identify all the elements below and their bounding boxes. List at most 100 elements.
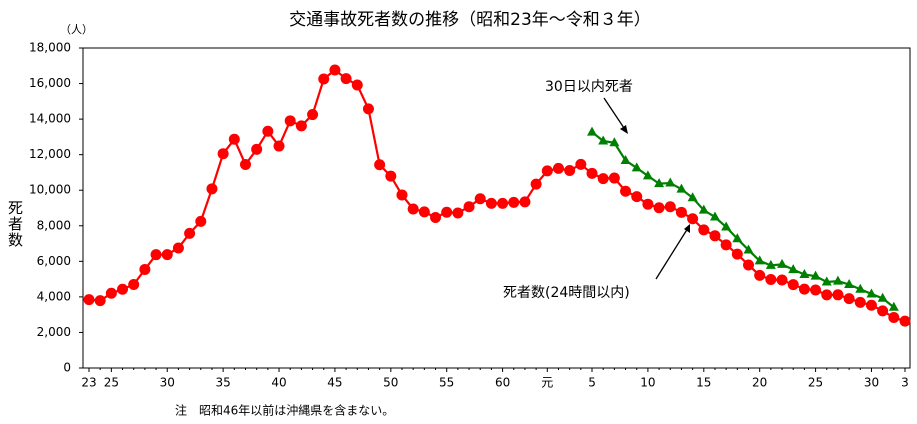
data-point [899,315,911,327]
data-point [787,279,799,291]
data-point [474,193,486,205]
data-point [888,312,900,324]
data-point [284,115,296,127]
data-point [620,185,632,197]
data-point [217,148,229,160]
chart-title: 交通事故死者数の推移（昭和23年～令和３年） [289,10,651,30]
data-point [239,159,251,171]
series-line [591,131,895,309]
data-point [150,249,162,261]
data-point [541,165,553,177]
data-point [810,284,822,296]
y-tick-label: 8,000 [37,218,71,232]
x-tick-label: 35 [215,376,230,390]
data-point [743,244,754,254]
data-point [105,287,117,299]
data-point [788,264,799,274]
data-point [731,248,743,260]
annotation-arrowhead [684,224,690,233]
data-point [855,283,866,293]
data-point [128,279,140,291]
x-tick-label: 50 [383,376,398,390]
y-tick-label: 4,000 [37,289,71,303]
data-point [631,191,643,203]
data-point [709,211,720,221]
data-point [228,133,240,145]
data-point [843,293,855,305]
data-point [754,269,766,281]
data-point [698,204,709,214]
data-point [329,64,341,76]
data-point [709,230,721,242]
data-point [776,274,788,286]
data-point [262,125,274,137]
data-point [83,294,95,306]
data-point [418,206,430,218]
data-point [362,103,374,115]
y-tick-label: 6,000 [37,254,71,268]
x-tick-label: 15 [696,376,711,390]
data-point [653,202,665,214]
y-tick-label: 16,000 [29,76,71,90]
data-point [821,289,833,301]
x-tick-label: 10 [640,376,655,390]
x-tick-label: 25 [104,376,119,390]
data-point [799,268,810,278]
data-point [351,79,363,91]
data-point [564,165,576,177]
data-point [441,206,453,218]
y-tick-label: 2,000 [37,325,71,339]
data-point [273,140,285,152]
data-point [94,295,106,307]
plot-frame [82,47,911,369]
data-point [642,170,653,180]
x-tick-label: 20 [752,376,767,390]
y-tick-label: 10,000 [29,183,71,197]
data-point [844,278,855,288]
data-point [810,270,821,280]
x-tick-label: 60 [495,376,510,390]
data-point [676,183,687,193]
data-point [463,201,475,213]
data-point [765,259,776,269]
data-point [698,224,710,236]
data-point [608,172,620,184]
x-tick-label: 元 [541,376,553,390]
data-point [732,233,743,243]
data-point [340,73,352,85]
data-point [687,192,698,202]
y-tick-label: 0 [63,361,71,375]
data-point [552,162,564,174]
annotation-arrowhead [620,125,628,134]
data-point [721,221,732,231]
data-point [832,275,843,285]
data-point [877,292,888,302]
data-point [687,213,699,225]
data-point [172,242,184,254]
data-point [307,109,319,121]
data-point [575,158,587,170]
data-point [508,196,520,208]
data-point [295,120,307,132]
y-tick-label: 12,000 [29,147,71,161]
data-point [117,283,129,295]
data-point [597,173,609,185]
data-point [620,154,631,164]
data-point [821,276,832,286]
data-point [586,167,598,179]
x-tick-label: 5 [588,376,596,390]
data-point [642,198,654,210]
data-point [720,239,732,251]
x-tick-label: 45 [327,376,342,390]
data-point [664,201,676,213]
data-point [888,301,899,311]
data-point [654,178,665,188]
x-tick-label: 55 [439,376,454,390]
data-point [832,289,844,301]
data-point [598,135,609,145]
x-tick-label: 3 [901,376,909,390]
data-point [184,227,196,239]
data-point [587,126,598,136]
